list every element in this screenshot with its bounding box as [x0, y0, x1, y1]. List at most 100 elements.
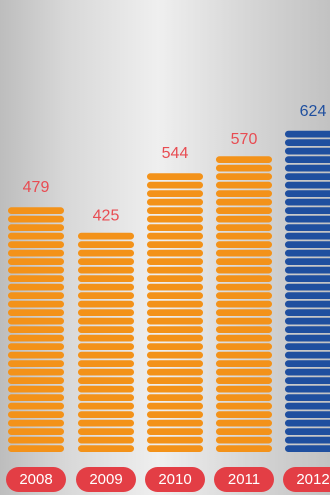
bar-segment — [78, 445, 134, 452]
bar-segment — [8, 419, 64, 427]
bar-segment — [216, 317, 272, 325]
bar-segment — [8, 275, 64, 282]
bar-segment — [216, 436, 272, 444]
data-label-2011: 570 — [231, 131, 258, 148]
bar-segment — [147, 343, 203, 350]
bar-segment — [285, 275, 330, 282]
bar-segment — [216, 232, 272, 240]
bar-segment — [216, 360, 272, 367]
bar-segment — [216, 224, 272, 231]
bar-segment — [216, 266, 272, 274]
bar-2009 — [78, 232, 134, 452]
bar-segment — [78, 402, 134, 410]
bar-segment — [285, 283, 330, 291]
bar-segment — [147, 402, 203, 410]
bar-segment — [8, 334, 64, 342]
bar-segment — [8, 377, 64, 384]
bar-segment — [78, 368, 134, 376]
bar-2011 — [216, 156, 272, 452]
bar-segment — [285, 394, 330, 401]
bar-segment — [216, 351, 272, 359]
bar-segment — [285, 292, 330, 299]
x-tick-pill-2012 — [283, 467, 330, 492]
bar-segment — [147, 292, 203, 299]
bar-segment — [216, 292, 272, 299]
bar-segment — [285, 147, 330, 155]
bar-segment — [147, 190, 203, 197]
data-label-2010: 544 — [162, 145, 189, 162]
bar-segment — [216, 326, 272, 333]
bar-segment — [78, 309, 134, 316]
x-tick-label-2012: 2012 — [296, 471, 329, 488]
bar-segment — [285, 224, 330, 231]
bar-segment — [147, 300, 203, 308]
bar-segment — [285, 215, 330, 223]
bar-segment — [285, 351, 330, 359]
bar-segment — [285, 300, 330, 308]
bar-segment — [216, 198, 272, 206]
bar-segment — [285, 368, 330, 376]
bar-segment — [216, 402, 272, 410]
x-tick-pill-2009 — [76, 467, 136, 492]
bar-segment — [8, 300, 64, 308]
bar-segment — [8, 326, 64, 333]
bar-segment — [147, 309, 203, 316]
bar-segment — [147, 241, 203, 248]
bar-segment — [8, 232, 64, 240]
bar-segment — [216, 411, 272, 418]
bar-segment — [8, 224, 64, 231]
bar-segment — [147, 173, 203, 180]
bar-segment — [216, 368, 272, 376]
bar-segment — [216, 309, 272, 316]
bar-segment — [147, 207, 203, 214]
bar-segment — [8, 266, 64, 274]
x-tick-pill-2008 — [6, 467, 66, 492]
bar-segment — [78, 249, 134, 257]
bar-segment — [147, 411, 203, 418]
bar-segment — [78, 385, 134, 393]
bar-segment — [216, 156, 272, 163]
bar-segment — [285, 402, 330, 410]
bar-segment — [216, 241, 272, 248]
bar-segment — [78, 283, 134, 291]
bar-segment — [285, 139, 330, 146]
bar-segment — [285, 249, 330, 257]
bar-segment — [216, 300, 272, 308]
bar-segment — [285, 334, 330, 342]
bar-segment — [216, 334, 272, 342]
bar-segment — [8, 351, 64, 359]
bar-segment — [285, 173, 330, 180]
bar-segment — [216, 190, 272, 197]
bar-segment — [285, 326, 330, 333]
bar-segment — [78, 343, 134, 350]
bar-segment — [78, 436, 134, 444]
bar-segment — [78, 334, 134, 342]
bar-segment — [8, 436, 64, 444]
bar-segment — [8, 445, 64, 452]
bar-segment — [8, 360, 64, 367]
bar-segment — [285, 317, 330, 325]
bar-segment — [78, 394, 134, 401]
bar-segment — [216, 181, 272, 189]
bar-segment — [147, 224, 203, 231]
bar-segment — [147, 419, 203, 427]
bar-segment — [78, 266, 134, 274]
bar-segment — [147, 360, 203, 367]
bar-segment — [78, 241, 134, 248]
bar-segment — [285, 377, 330, 384]
bar-segment — [285, 343, 330, 350]
bar-segment — [78, 419, 134, 427]
bar-segment — [285, 232, 330, 240]
bar-segment — [78, 232, 134, 240]
bar-segment — [8, 241, 64, 248]
bar-segment — [147, 283, 203, 291]
bar-segment — [147, 436, 203, 444]
bar-segment — [147, 377, 203, 384]
bar-segment — [147, 232, 203, 240]
bar-segment — [285, 164, 330, 172]
data-label-2012: 624 — [300, 103, 327, 120]
bar-segment — [147, 249, 203, 257]
bar-segment — [8, 394, 64, 401]
bar-segment — [78, 292, 134, 299]
